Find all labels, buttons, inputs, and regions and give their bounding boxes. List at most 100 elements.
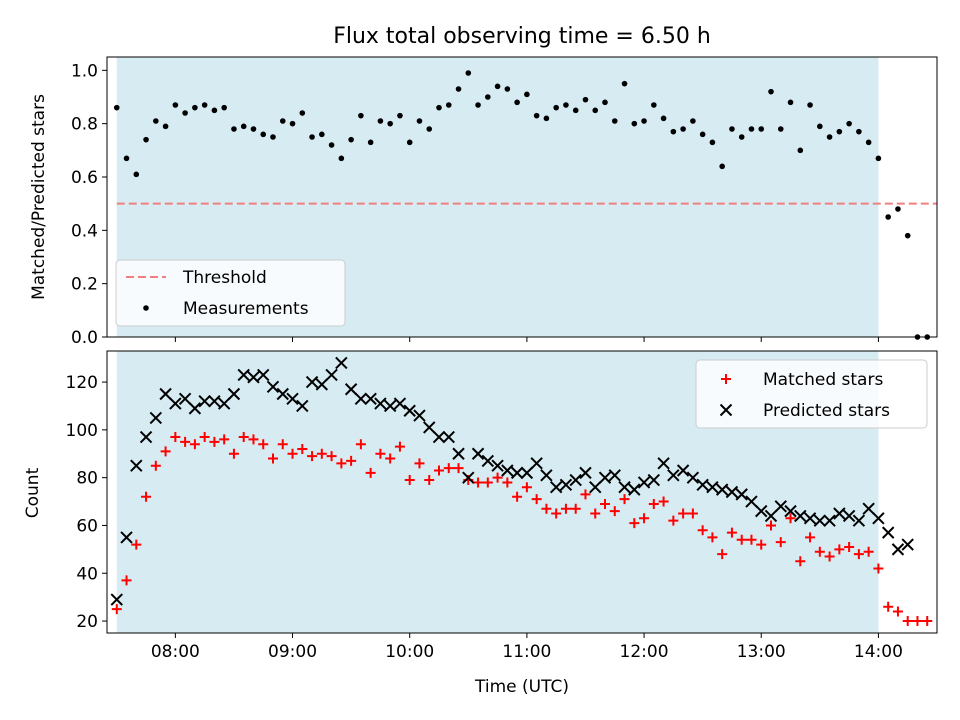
x-tick-label: 11:00 [502,642,551,662]
predicted-stars-point [237,368,250,382]
matched-stars-point [600,498,610,509]
predicted-stars-point [676,464,690,477]
measurement-point [817,123,823,130]
predicted-stars-point [764,509,778,523]
legend-matched-label: Matched stars [763,370,883,390]
predicted-stars-point [247,371,260,384]
predicted-stars-point [188,402,202,415]
matched-stars-point [150,460,161,471]
y-tick-label: 0.4 [71,221,98,241]
predicted-stars-point [715,483,729,496]
measurement-point [406,139,413,146]
matched-stars-point [844,541,855,552]
predicted-stars-point [276,387,289,401]
measurement-point [279,118,286,124]
predicted-stars-point [305,375,319,389]
measurement-point [553,104,559,111]
measurement-point [172,102,179,108]
predicted-stars-point [296,399,309,413]
data-marks [110,356,933,627]
matched-stars-point [453,463,464,474]
matched-stars-point [570,503,581,514]
measurement-point [377,118,384,124]
measurement-point [592,107,599,114]
matched-stars-point [805,532,816,543]
matched-stars-point [131,539,142,550]
matched-stars-point [892,606,903,617]
matched-stars-point [873,563,884,574]
measurement-point [875,155,882,162]
measurement-point [611,118,618,124]
measurement-point [445,102,452,108]
measurement-point [533,112,540,119]
predicted-stars-point [462,471,475,484]
measurement-point [895,206,901,212]
predicted-stars-point [354,392,368,406]
matched-stars-point [121,575,132,586]
measurement-point [143,136,149,143]
predicted-stars-point [432,430,446,444]
measurement-point [758,126,765,132]
measurement-point [221,104,227,111]
measurement-point [807,102,813,108]
matched-stars-point [609,506,620,517]
predicted-stars-point [794,509,807,523]
matched-stars-point [258,439,269,450]
matched-stars-point [629,518,640,529]
axes-frame [106,56,938,338]
matched-stars-point [336,458,347,469]
measurement-point [201,102,208,108]
y-tick-label: 100 [66,421,98,441]
matched-stars-point [189,439,200,450]
y-tick-label: 1.0 [71,61,98,81]
count-panel: 20 40 60 80 100 120 08:00 09:00 10:00 11:00 12:00 1… [66,350,938,662]
measurement-point [250,126,257,132]
predicted-stars-point [891,543,905,556]
matched-stars-point [697,525,708,536]
predicted-stars-point [608,469,621,482]
measurement-point [768,88,774,95]
matched-stars-point [365,467,376,478]
matched-stars-point [199,432,210,443]
matched-stars-point [746,534,757,545]
measurement-point [690,118,696,124]
axes-frame [106,350,938,634]
matched-stars-point [414,458,425,469]
measurement-point [192,104,198,111]
y-tick-label: 0.0 [71,328,98,348]
measurement-point [651,102,657,108]
predicted-stars-point [823,514,836,527]
measurement-point [358,112,364,119]
x-tick-label: 08:00 [151,642,200,662]
matched-stars-point [355,439,366,450]
matched-stars-point [766,520,776,531]
predicted-stars-point [178,392,192,406]
measurement-point [729,126,735,132]
measurement-point [299,110,306,116]
measurement-point [338,155,345,162]
measurement-point [572,107,579,114]
matched-stars-point [639,513,650,524]
predicted-stars-point [862,502,875,515]
predicted-stars-point [471,447,485,460]
predicted-stars-point [696,478,709,492]
measurement-point [485,94,491,100]
predicted-stars-point [403,404,416,417]
matched-stars-point [160,446,171,457]
y-tick-label: 120 [66,373,98,393]
predicted-stars-point [706,481,719,494]
x-axis-label: Time (UTC) [474,677,569,697]
measurement-point [309,134,315,140]
predicted-stars-point [774,500,787,513]
legend-measurement-swatch [143,305,149,311]
predicted-stars-point [520,466,534,480]
legend-matched-swatch [721,374,731,384]
y-tick-label: 40 [76,564,98,584]
predicted-stars-point [735,488,748,501]
legend-box [115,259,346,327]
matched-stars-point [687,508,698,519]
measurement-point [826,134,833,140]
matched-stars-point [394,441,405,452]
data-marks [113,70,931,340]
legend-measurement-label: Measurements [183,299,309,319]
